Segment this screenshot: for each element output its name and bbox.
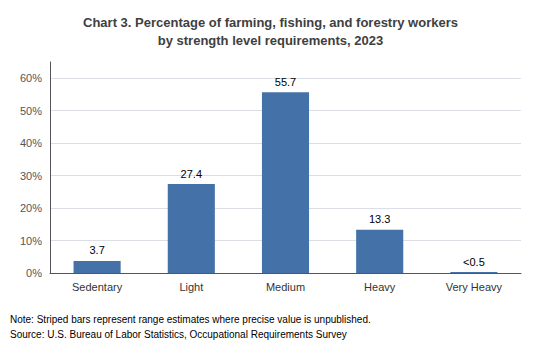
svg-text:Source: U.S. Bureau of Labor S: Source: U.S. Bureau of Labor Statistics,… [10, 329, 347, 340]
svg-text:30%: 30% [20, 170, 42, 182]
svg-text:20%: 20% [20, 202, 42, 214]
svg-text:0%: 0% [26, 267, 42, 279]
svg-text:by strength level requirements: by strength level requirements, 2023 [158, 33, 383, 48]
svg-text:Sedentary: Sedentary [72, 281, 123, 293]
svg-text:Very Heavy: Very Heavy [446, 281, 503, 293]
svg-text:Light: Light [179, 281, 203, 293]
svg-text:60%: 60% [20, 72, 42, 84]
svg-text:40%: 40% [20, 137, 42, 149]
svg-text:Chart 3. Percentage of farming: Chart 3. Percentage of farming, fishing,… [83, 15, 458, 30]
svg-text:Note: Striped bars represent r: Note: Striped bars represent range estim… [10, 314, 371, 325]
svg-text:55.7: 55.7 [275, 76, 296, 88]
svg-text:Medium: Medium [266, 281, 305, 293]
svg-text:27.4: 27.4 [181, 168, 202, 180]
svg-text:13.3: 13.3 [369, 213, 390, 225]
svg-text:10%: 10% [20, 235, 42, 247]
svg-text:<0.5: <0.5 [463, 256, 485, 268]
svg-text:3.7: 3.7 [89, 244, 104, 256]
svg-text:Heavy: Heavy [364, 281, 396, 293]
svg-text:50%: 50% [20, 105, 42, 117]
